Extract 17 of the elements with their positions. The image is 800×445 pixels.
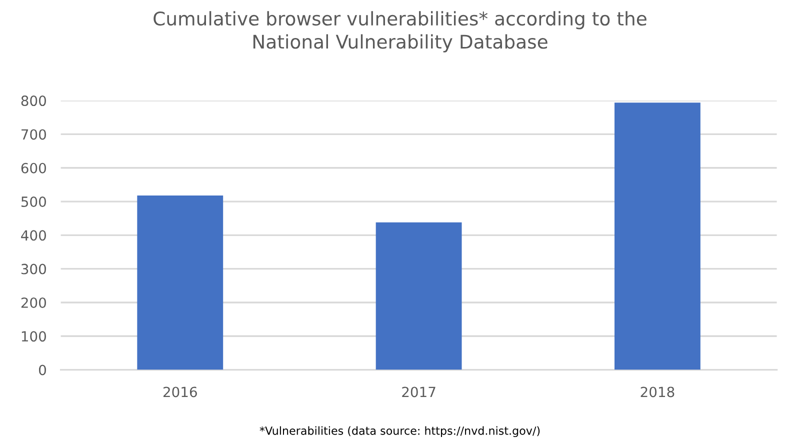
x-tick-label: 2018 xyxy=(640,386,674,398)
y-tick-label: 300 xyxy=(21,264,46,274)
text: *Vulnerabilities (data source: https://nvd.nist.gov/) xyxy=(260,426,540,438)
y-tick-label: 200 xyxy=(21,297,46,308)
y-tick-label: 100 xyxy=(22,331,46,342)
bar xyxy=(137,195,224,370)
y-tick-label: 700 xyxy=(22,129,46,140)
y-tick-label: 400 xyxy=(21,230,46,241)
chart-title: Cumulative browser vulnerabilities* according to the National Vulnerability Database xyxy=(154,11,646,52)
y-tick-label: 800 xyxy=(21,96,46,106)
y-tick-label: 600 xyxy=(21,162,46,174)
bar xyxy=(614,102,700,370)
bar xyxy=(376,222,462,370)
y-tick-label: 500 xyxy=(21,196,46,208)
x-tick-label: 2017 xyxy=(402,386,436,398)
x-tick-label: 2016 xyxy=(163,386,197,398)
y-tick-label: 0 xyxy=(38,364,46,376)
